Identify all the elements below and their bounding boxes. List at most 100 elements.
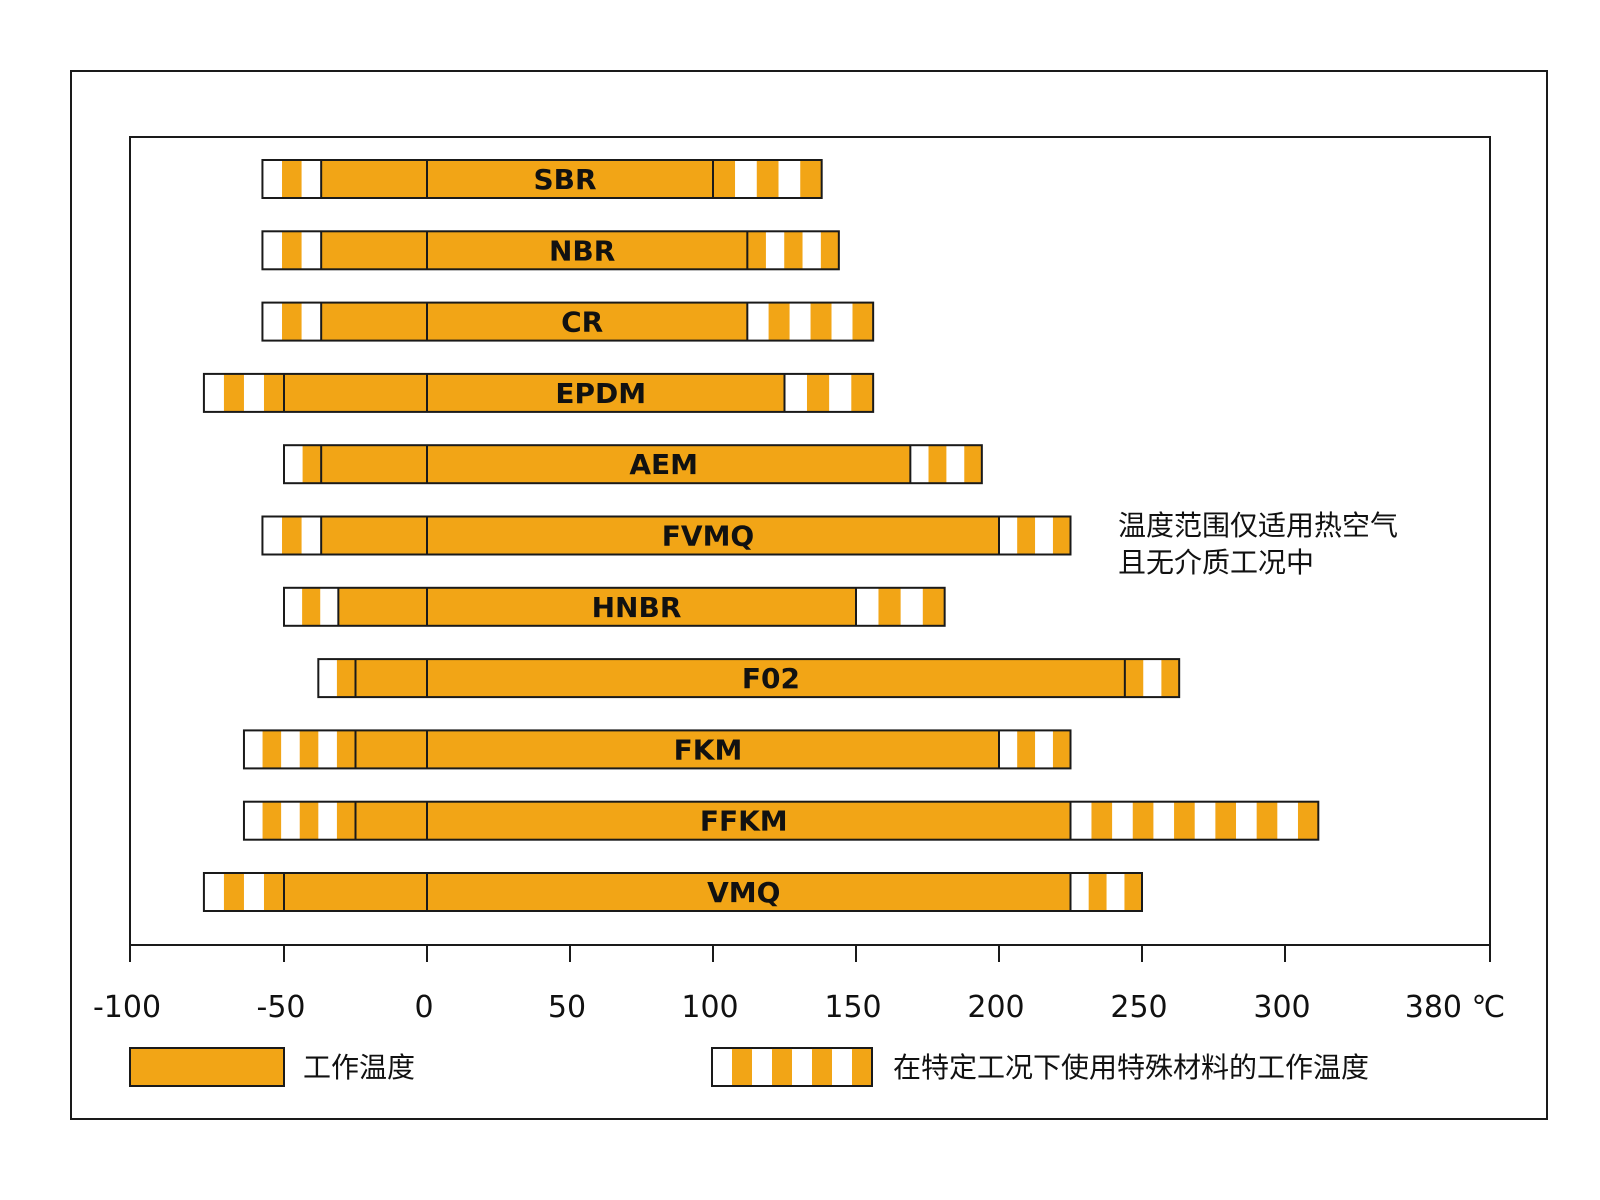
bar-fkm-high-stripe (1034, 730, 1053, 769)
legend-label-special: 在特定工况下使用特殊材料的工作温度 (893, 1051, 1369, 1084)
bar-hnbr-working (338, 587, 857, 626)
bar-ffkm-low-stripe (318, 801, 338, 840)
bar-f02-high-stripe (1124, 659, 1144, 698)
bar-epdm-outline (202, 372, 875, 413)
outer-frame (70, 70, 1548, 1120)
bar-nbr-low-stripe (282, 231, 302, 270)
bar-fkm-high-stripe (1016, 730, 1036, 769)
bar-epdm-low-stripe (243, 373, 265, 412)
bar-nbr-high-stripe (783, 231, 803, 270)
bar-ffkm-high-stripe (1194, 801, 1216, 840)
bar-fvmq-low-stripe (301, 516, 322, 555)
bar-epdm-high-stripe (850, 373, 874, 412)
bar-label-aem: AEM (629, 448, 698, 481)
bar-label-sbr: SBR (533, 163, 596, 196)
bar-fvmq: FVMQ (261, 515, 1072, 556)
legend-special-stripe (832, 1048, 853, 1086)
bar-ffkm-low-stripe (336, 801, 356, 840)
bar-hnbr-low-stripe (284, 587, 303, 626)
bar-f02-high-stripe (1142, 659, 1162, 698)
bar-ffkm-high-stripe (1277, 801, 1298, 840)
bar-cr-high-stripe (747, 302, 769, 341)
bar-ffkm-high-stripe (1215, 801, 1237, 840)
bar-aem: AEM (283, 444, 983, 485)
bar-nbr-high-stripe (765, 231, 785, 270)
bar-hnbr-high-stripe (922, 587, 945, 626)
x-tick-label: 100 (681, 990, 738, 1025)
legend-special-stripe (752, 1048, 773, 1086)
bar-vmq-outline (202, 872, 1144, 912)
bar-aem-high-stripe (963, 445, 983, 484)
bar-epdm-high-stripe (806, 373, 830, 412)
bar-sbr-outline (261, 159, 823, 199)
bar-label-hnbr: HNBR (592, 591, 682, 624)
bar-vmq-low-stripe (263, 873, 285, 911)
x-tick-label: -100 (93, 990, 161, 1025)
bar-f02: F02 (317, 658, 1181, 699)
bar-label-fkm: FKM (674, 733, 743, 766)
note-line-1: 温度范围仅适用热空气 (1118, 509, 1398, 542)
bar-fvmq-low-stripe (262, 516, 283, 555)
bar-ffkm-high-stripe (1297, 801, 1319, 840)
bar-fkm-low-stripe (299, 730, 319, 769)
bar-fkm-high-stripe (1052, 730, 1071, 769)
bar-label-fvmq: FVMQ (662, 520, 754, 553)
bar-sbr-high-stripe (799, 160, 822, 198)
bar-epdm-low-stripe (203, 373, 225, 412)
bar-fkm-outline (242, 729, 1072, 770)
bar-vmq-high-stripe (1124, 873, 1143, 911)
bar-vmq-high-stripe (1088, 873, 1107, 911)
legend-special-stripe (772, 1048, 793, 1086)
bar-epdm-working (284, 373, 785, 412)
bar-ffkm-high-stripe (1235, 801, 1257, 840)
bar-cr-low-stripe (262, 302, 283, 341)
bar-epdm: EPDM (202, 372, 875, 413)
bar-ffkm-high-stripe (1153, 801, 1175, 840)
bar-aem-high-stripe (946, 445, 965, 484)
legend-swatch-special (711, 1047, 873, 1087)
x-tick-label: 250 (1110, 990, 1167, 1025)
bar-fvmq-low-stripe (282, 516, 302, 555)
bar-fkm-low-stripe (318, 730, 338, 769)
bar-vmq: VMQ (202, 872, 1144, 912)
bar-fvmq-high-stripe (1052, 516, 1071, 555)
bar-epdm-high-stripe (828, 373, 852, 412)
bar-vmq-low-stripe (223, 873, 245, 911)
bar-aem-high-stripe (910, 445, 929, 484)
bar-ffkm-working (355, 801, 1071, 840)
bar-hnbr-low-stripe (302, 587, 321, 626)
bar-hnbr-high-stripe (900, 587, 923, 626)
bar-cr-high-stripe (789, 302, 811, 341)
x-tick-label: 0 (414, 990, 433, 1025)
bar-ffkm: FFKM (242, 800, 1320, 841)
bar-ffkm-low-stripe (262, 801, 282, 840)
bar-epdm-low-stripe (263, 373, 285, 412)
bar-sbr-high-stripe (713, 160, 736, 198)
bar-nbr-low-stripe (262, 231, 283, 270)
legend-special-stripe (732, 1048, 753, 1086)
bar-sbr-low-stripe (282, 160, 302, 198)
bar-vmq-working (284, 873, 1071, 911)
bar-vmq-high-stripe (1106, 873, 1125, 911)
bar-vmq-high-stripe (1070, 873, 1089, 911)
bar-label-ffkm: FFKM (700, 805, 788, 838)
bar-epdm-high-stripe (784, 373, 807, 412)
bar-nbr-high-stripe (820, 231, 840, 270)
legend-special-stripe (852, 1048, 873, 1086)
bar-ffkm-high-stripe (1132, 801, 1154, 840)
bar-cr-low-stripe (301, 302, 322, 341)
bar-fkm-high-stripe (999, 730, 1018, 769)
bar-fvmq-outline (261, 515, 1072, 556)
bar-fkm: FKM (242, 729, 1072, 770)
bar-sbr-high-stripe (734, 160, 757, 198)
bar-cr-high-stripe (831, 302, 853, 341)
legend-special-stripe (712, 1048, 733, 1086)
bar-fkm-low-stripe (281, 730, 301, 769)
bar-cr-high-stripe (852, 302, 874, 341)
bar-f02-low-stripe (318, 659, 338, 698)
bar-aem-high-stripe (928, 445, 947, 484)
bar-nbr-working (321, 231, 748, 270)
bar-hnbr-low-stripe (320, 587, 339, 626)
bar-aem-working (321, 445, 911, 484)
